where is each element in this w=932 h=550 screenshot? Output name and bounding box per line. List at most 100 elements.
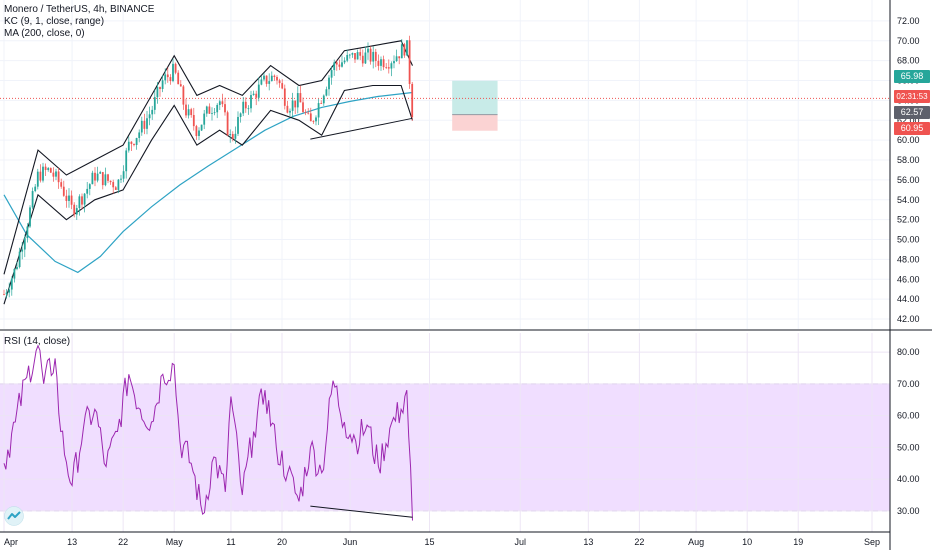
candle-body <box>361 55 364 64</box>
candle-body <box>156 87 159 98</box>
candle-body <box>203 113 206 125</box>
candle-body <box>161 80 164 89</box>
rsi-trendline[interactable] <box>310 505 413 518</box>
time-tick-label: Jun <box>343 537 358 547</box>
candle-body <box>112 182 115 188</box>
candle-body <box>151 109 154 115</box>
time-tick-label: Jul <box>515 537 527 547</box>
time-tick-label: 22 <box>118 537 128 547</box>
countdown-tag: 02:31:53 <box>894 90 930 103</box>
candle-body <box>13 268 16 279</box>
candle-body <box>205 106 208 114</box>
price-tick-label: 46.00 <box>897 274 920 284</box>
candle-body <box>81 196 83 205</box>
candle-body <box>304 112 307 113</box>
candle-body <box>55 171 57 177</box>
candle-body <box>179 84 182 87</box>
candle-body <box>159 87 161 89</box>
candle-body <box>120 178 122 180</box>
candle-body <box>257 84 260 98</box>
price-tick-label: 72.00 <box>897 16 920 26</box>
kc-lower-line <box>3 84 414 305</box>
candle-body <box>34 186 37 192</box>
candle-body <box>146 118 148 129</box>
candle-body <box>187 109 190 116</box>
tradingview-logo-icon[interactable] <box>4 506 24 526</box>
candle-body <box>78 196 81 209</box>
candle-body <box>247 108 250 110</box>
last-price-tag: 62.57 <box>894 106 930 119</box>
candle-body <box>143 120 146 129</box>
candle-body <box>44 166 47 171</box>
price-trendline[interactable] <box>310 117 413 140</box>
candle-body <box>338 64 341 67</box>
price-tick-label: 56.00 <box>897 175 920 185</box>
rsi-indicator-label: RSI (14, close) <box>4 336 71 347</box>
candle-body <box>101 172 104 186</box>
candle-body <box>408 40 411 84</box>
candle-body <box>164 74 167 81</box>
stop-zone[interactable] <box>452 114 498 131</box>
candle-body <box>73 204 76 215</box>
candle-body <box>5 292 8 295</box>
candle-body <box>333 62 336 71</box>
candle-body <box>172 63 174 82</box>
candle-body <box>307 112 310 114</box>
time-tick-label: 19 <box>793 537 803 547</box>
candle-body <box>127 141 130 151</box>
candle-body <box>382 59 385 68</box>
candle-body <box>335 62 338 65</box>
candle-body <box>94 172 96 181</box>
candle-body <box>317 103 320 118</box>
time-tick-label: Sep <box>864 537 880 547</box>
candle-body <box>263 75 265 80</box>
target-zone[interactable] <box>452 80 498 115</box>
candle-body <box>117 179 120 190</box>
candle-body <box>328 77 330 90</box>
candle-body <box>177 72 180 85</box>
candle-body <box>312 121 315 122</box>
candle-body <box>224 104 226 113</box>
candle-body <box>192 115 195 127</box>
candle-body <box>341 62 343 67</box>
rsi-tick-label: 80.00 <box>897 347 920 357</box>
candle-body <box>83 193 86 205</box>
candle-body <box>291 100 294 111</box>
candle-body <box>138 132 141 139</box>
candle-body <box>218 101 221 105</box>
candle-body <box>364 52 367 64</box>
stop-price-tag: 60.95 <box>894 122 930 135</box>
candle-body <box>96 173 99 181</box>
candle-body <box>380 59 382 66</box>
candle-body <box>320 103 323 104</box>
candle-body <box>351 53 354 55</box>
price-tick-label: 68.00 <box>897 56 920 66</box>
candle-body <box>359 52 362 56</box>
price-tick-label: 44.00 <box>897 294 920 304</box>
candle-body <box>411 83 414 118</box>
candle-body <box>65 195 68 201</box>
rsi-legend: RSI (14, close) <box>4 336 70 348</box>
target-price-tag: 65.98 <box>894 70 930 83</box>
candle-body <box>190 109 193 116</box>
candle-body <box>270 75 273 82</box>
ma200-line <box>3 91 413 274</box>
candle-body <box>343 60 346 63</box>
candle-body <box>325 89 328 96</box>
candle-body <box>234 133 237 139</box>
candle-body <box>354 53 356 60</box>
main-legend: Monero / TetherUS, 4h, BINANCE KC (9, 1,… <box>4 4 154 40</box>
candle-body <box>62 186 65 196</box>
candle-body <box>60 182 63 187</box>
candle-body <box>250 95 252 109</box>
candle-body <box>208 106 211 114</box>
candle-body <box>255 93 258 98</box>
candle-body <box>385 67 388 68</box>
candle-body <box>10 278 13 290</box>
candle-body <box>75 208 78 215</box>
candle-body <box>231 134 234 139</box>
candle-body <box>276 76 278 81</box>
rsi-tick-label: 70.00 <box>897 379 920 389</box>
candle-body <box>52 172 55 177</box>
